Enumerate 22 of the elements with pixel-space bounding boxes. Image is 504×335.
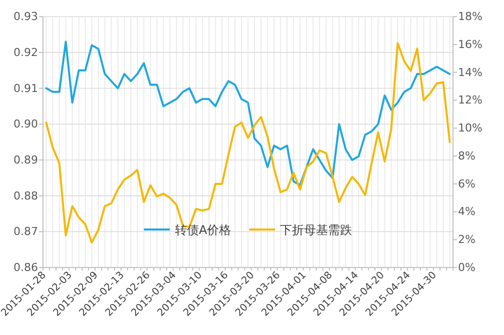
y-tick-label: 0.91 xyxy=(14,82,38,95)
legend-label: 下折母基需跌 xyxy=(280,223,352,237)
y-tick-label: 0.87 xyxy=(14,225,38,238)
y-tick-label: 0.93 xyxy=(14,10,38,24)
line-series xyxy=(45,40,451,186)
y-tick-label: 0.90 xyxy=(14,118,38,131)
y-tick-label: 0.89 xyxy=(14,153,38,166)
y2-tick-label: 10% xyxy=(458,122,482,135)
y2-tick-label: 2% xyxy=(458,233,476,246)
y-tick-label: 0.92 xyxy=(14,46,38,59)
y-tick-label: 0.88 xyxy=(14,189,38,202)
y2-tick-label: 8% xyxy=(458,149,476,162)
y-tick-label: 0.86 xyxy=(14,261,38,274)
y2-tick-label: 18% xyxy=(458,10,482,24)
y2-tick-label: 14% xyxy=(458,66,482,79)
y2-tick-label: 16% xyxy=(458,38,482,51)
y2-tick-label: 6% xyxy=(458,177,476,190)
legend-label: 转债A价格 xyxy=(174,223,232,237)
y2-tick-label: 12% xyxy=(458,94,482,107)
y2-tick-label: 0% xyxy=(458,261,476,274)
line-series xyxy=(45,42,451,244)
y2-tick-label: 4% xyxy=(458,205,476,218)
